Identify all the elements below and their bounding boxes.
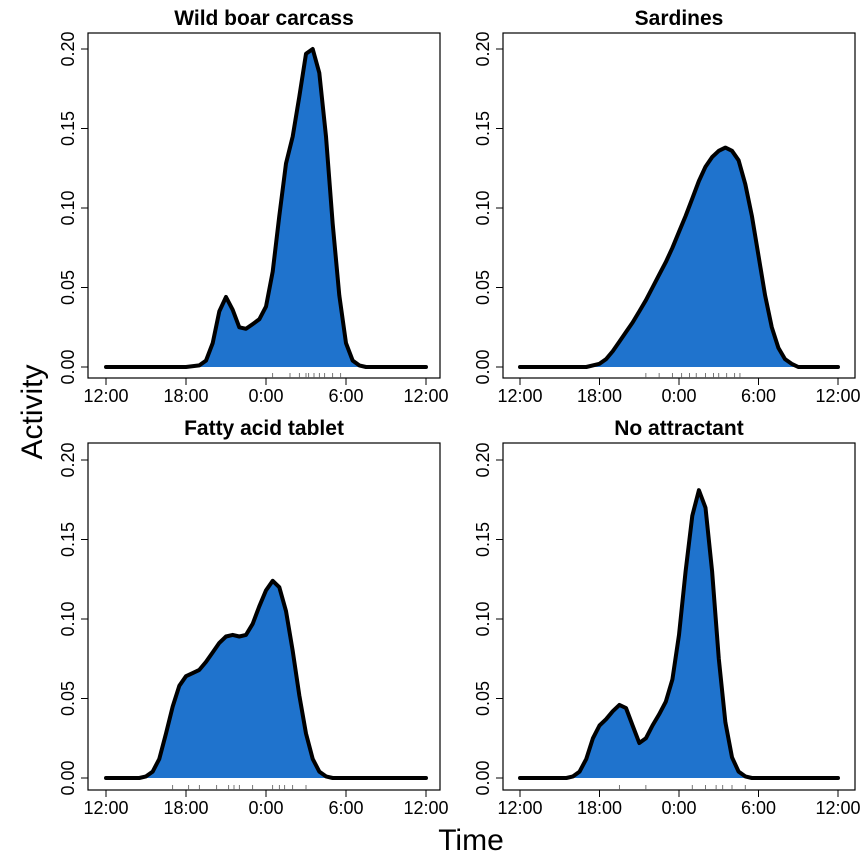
density-line (104, 578, 428, 780)
x-tick-label: 6:00 (741, 386, 776, 406)
x-tick-label: 6:00 (741, 798, 776, 818)
density-area (106, 580, 426, 778)
plot-frame (87, 442, 441, 791)
x-tick-label: 12:00 (83, 386, 128, 406)
panel-title: Fatty acid tablet (184, 417, 344, 440)
y-tick-label: 0.05 (473, 681, 493, 716)
panel-title: No attractant (614, 417, 744, 440)
y-tick-label: 0.05 (58, 270, 78, 305)
x-tick-label: 18:00 (577, 798, 622, 818)
y-axis-title: Activity (16, 364, 49, 459)
x-tick-label: 6:00 (328, 386, 363, 406)
y-tick-label: 0.15 (473, 111, 493, 146)
x-axis-title: Time (438, 824, 504, 857)
y-tick-label: 0.10 (58, 601, 78, 636)
y-tick-label: 0.15 (58, 522, 78, 557)
x-tick-label: 0:00 (248, 386, 283, 406)
y-tick-label: 0.10 (58, 190, 78, 225)
y-tick-label: 0.00 (58, 349, 78, 384)
density-line (104, 47, 428, 369)
density-area (106, 49, 426, 367)
density-line (518, 488, 840, 780)
x-tick-label: 18:00 (577, 386, 622, 406)
y-tick-label: 0.15 (58, 111, 78, 146)
chart-panel: Wild boar carcass 12:00 18:00 0:00 6:00 12:00… (58, 7, 449, 406)
x-tick-label: 0:00 (661, 386, 696, 406)
y-tick-label: 0.20 (58, 442, 78, 477)
x-tick-label: 12:00 (815, 798, 860, 818)
panel-title: Wild boar carcass (174, 7, 354, 30)
y-tick-label: 0.05 (473, 270, 493, 305)
x-tick-label: 12:00 (815, 386, 860, 406)
y-tick-label: 0.15 (473, 522, 493, 557)
y-tick-label: 0.10 (473, 601, 493, 636)
y-tick-label: 0.20 (58, 31, 78, 66)
y-tick-label: 0.00 (473, 349, 493, 384)
density-area (520, 490, 838, 778)
x-tick-label: 12:00 (403, 798, 448, 818)
x-tick-label: 0:00 (248, 798, 283, 818)
density-area (520, 147, 838, 367)
density-line (518, 145, 840, 369)
y-tick-label: 0.05 (58, 681, 78, 716)
x-tick-label: 12:00 (497, 798, 542, 818)
x-tick-label: 18:00 (163, 386, 208, 406)
y-tick-label: 0.10 (473, 190, 493, 225)
x-tick-label: 12:00 (83, 798, 128, 818)
y-tick-label: 0.00 (58, 760, 78, 795)
x-tick-label: 12:00 (497, 386, 542, 406)
y-tick-label: 0.20 (473, 31, 493, 66)
chart-panel: Fatty acid tablet 12:00 18:00 0:00 6:00 12:00… (58, 417, 449, 818)
x-tick-label: 0:00 (661, 798, 696, 818)
y-tick-label: 0.20 (473, 442, 493, 477)
y-tick-label: 0.00 (473, 760, 493, 795)
x-tick-label: 12:00 (403, 386, 448, 406)
x-tick-label: 6:00 (328, 798, 363, 818)
plot-frame (87, 32, 441, 379)
panel-title: Sardines (635, 7, 724, 30)
x-tick-label: 18:00 (163, 798, 208, 818)
